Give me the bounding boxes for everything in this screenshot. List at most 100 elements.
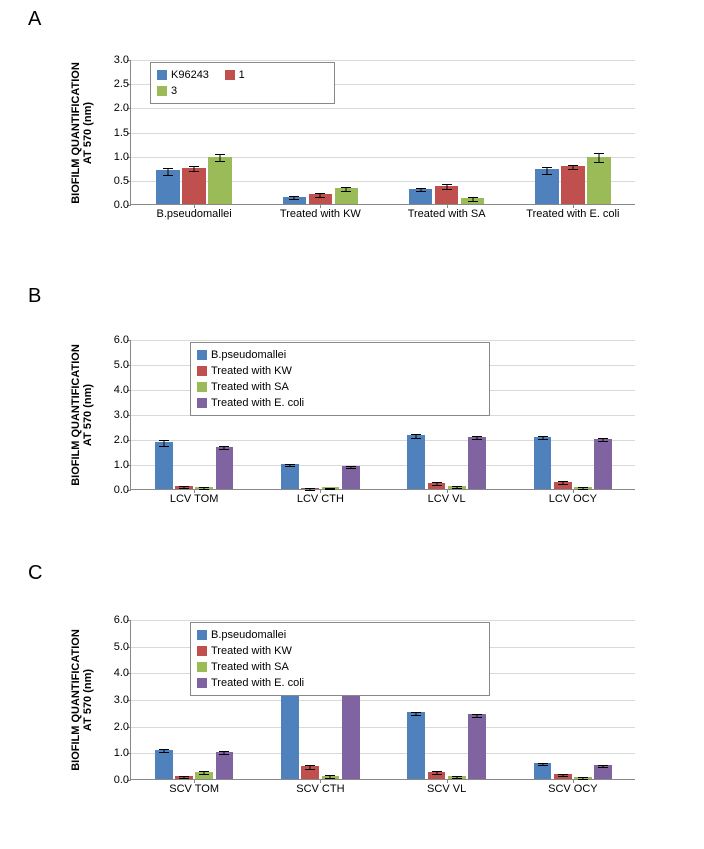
bar [468, 714, 486, 779]
gridline [131, 465, 635, 466]
y-tick-label: 3.0 [114, 694, 131, 706]
bar [216, 752, 234, 779]
bar [182, 168, 206, 204]
y-tick-label: 1.0 [114, 459, 131, 471]
legend-swatch [197, 382, 207, 392]
y-tick-label: 3.0 [114, 409, 131, 421]
gridline [131, 108, 635, 109]
x-category-label: B.pseudomallei [157, 204, 232, 220]
bar [342, 466, 360, 489]
y-tick-label: 4.0 [114, 667, 131, 679]
y-tick-label: 6.0 [114, 614, 131, 626]
bar [534, 437, 552, 490]
legend-item: Treated with SA [197, 381, 341, 393]
y-tick-label: 1.0 [114, 151, 131, 163]
legend-item: Treated with KW [197, 365, 341, 377]
y-tick-label: 3.0 [114, 54, 131, 66]
x-category-label: LCV CTH [297, 489, 344, 505]
bar [468, 437, 486, 490]
x-category-label: LCV VL [428, 489, 466, 505]
legend-label: Treated with E. coli [211, 677, 304, 689]
legend-swatch [197, 350, 207, 360]
legend-label: Treated with SA [211, 661, 289, 673]
gridline [131, 340, 635, 341]
y-tick-label: 1.0 [114, 747, 131, 759]
gridline [131, 620, 635, 621]
gridline [131, 60, 635, 61]
legend-item: Treated with SA [197, 661, 341, 673]
gridline [131, 727, 635, 728]
gridline [131, 157, 635, 158]
legend-label: K96243 [171, 69, 209, 81]
y-axis-title-A: BIOFILM QUANTIFICATION AT 570 (nm) [70, 62, 94, 204]
legend-B: B.pseudomallei Treated with KW Treated wit… [190, 342, 490, 416]
x-category-label: LCV OCY [549, 489, 597, 505]
legend-swatch [197, 366, 207, 376]
bar [216, 447, 234, 490]
legend-item: Treated with E. coli [197, 677, 341, 689]
y-tick-label: 5.0 [114, 641, 131, 653]
legend-label: Treated with KW [211, 645, 292, 657]
legend-label: 3 [171, 85, 177, 97]
x-category-label: SCV OCY [548, 779, 598, 795]
legend-item: B.pseudomallei [197, 629, 341, 641]
x-category-label: Treated with KW [280, 204, 361, 220]
panel-label-C: C [28, 562, 42, 585]
panel-label-B: B [28, 285, 41, 308]
gridline [131, 440, 635, 441]
y-tick-label: 0.0 [114, 199, 131, 211]
legend-swatch [197, 662, 207, 672]
y-tick-label: 0.0 [114, 774, 131, 786]
figure-page: { "canvas": { "width": 704, "height": 84… [0, 0, 704, 849]
y-tick-label: 0.5 [114, 175, 131, 187]
x-category-label: SCV VL [427, 779, 466, 795]
legend-swatch [197, 646, 207, 656]
x-category-label: LCV TOM [170, 489, 219, 505]
bar [208, 157, 232, 204]
gridline [131, 753, 635, 754]
legend-item: 1 [225, 69, 283, 81]
x-category-label: SCV TOM [169, 779, 219, 795]
legend-swatch [225, 70, 235, 80]
legend-swatch [157, 70, 167, 80]
legend-item: Treated with E. coli [197, 397, 341, 409]
y-tick-label: 2.0 [114, 721, 131, 733]
legend-label: Treated with SA [211, 381, 289, 393]
legend-item: B.pseudomallei [197, 349, 341, 361]
legend-item: 3 [157, 85, 215, 97]
bar [155, 442, 173, 490]
bar [561, 166, 585, 204]
bar [587, 157, 611, 204]
y-tick-label: 1.5 [114, 127, 131, 139]
y-tick-label: 0.0 [114, 484, 131, 496]
bar [155, 750, 173, 779]
bar [594, 439, 612, 490]
panel-label-A: A [28, 8, 41, 31]
legend-item: K96243 [157, 69, 215, 81]
gridline [131, 133, 635, 134]
legend-swatch [197, 398, 207, 408]
x-category-label: SCV CTH [296, 779, 344, 795]
legend-label: B.pseudomallei [211, 349, 286, 361]
gridline [131, 181, 635, 182]
legend-C: B.pseudomallei Treated with KW Treated wit… [190, 622, 490, 696]
gridline [131, 700, 635, 701]
bar [407, 435, 425, 489]
legend-label: 1 [239, 69, 245, 81]
legend-swatch [197, 678, 207, 688]
y-tick-label: 2.0 [114, 434, 131, 446]
y-axis-title-C: BIOFILM QUANTIFICATION AT 570 (nm) [70, 629, 94, 771]
y-tick-label: 2.5 [114, 78, 131, 90]
y-tick-label: 4.0 [114, 384, 131, 396]
legend-A: K96243 1 3 [150, 62, 335, 104]
y-tick-label: 5.0 [114, 359, 131, 371]
bar [281, 464, 299, 489]
x-category-label: Treated with E. coli [526, 204, 619, 220]
legend-label: Treated with E. coli [211, 397, 304, 409]
legend-label: B.pseudomallei [211, 629, 286, 641]
legend-swatch [197, 630, 207, 640]
y-tick-label: 2.0 [114, 102, 131, 114]
y-tick-label: 6.0 [114, 334, 131, 346]
y-axis-title-B: BIOFILM QUANTIFICATION AT 570 (nm) [70, 344, 94, 486]
legend-swatch [157, 86, 167, 96]
